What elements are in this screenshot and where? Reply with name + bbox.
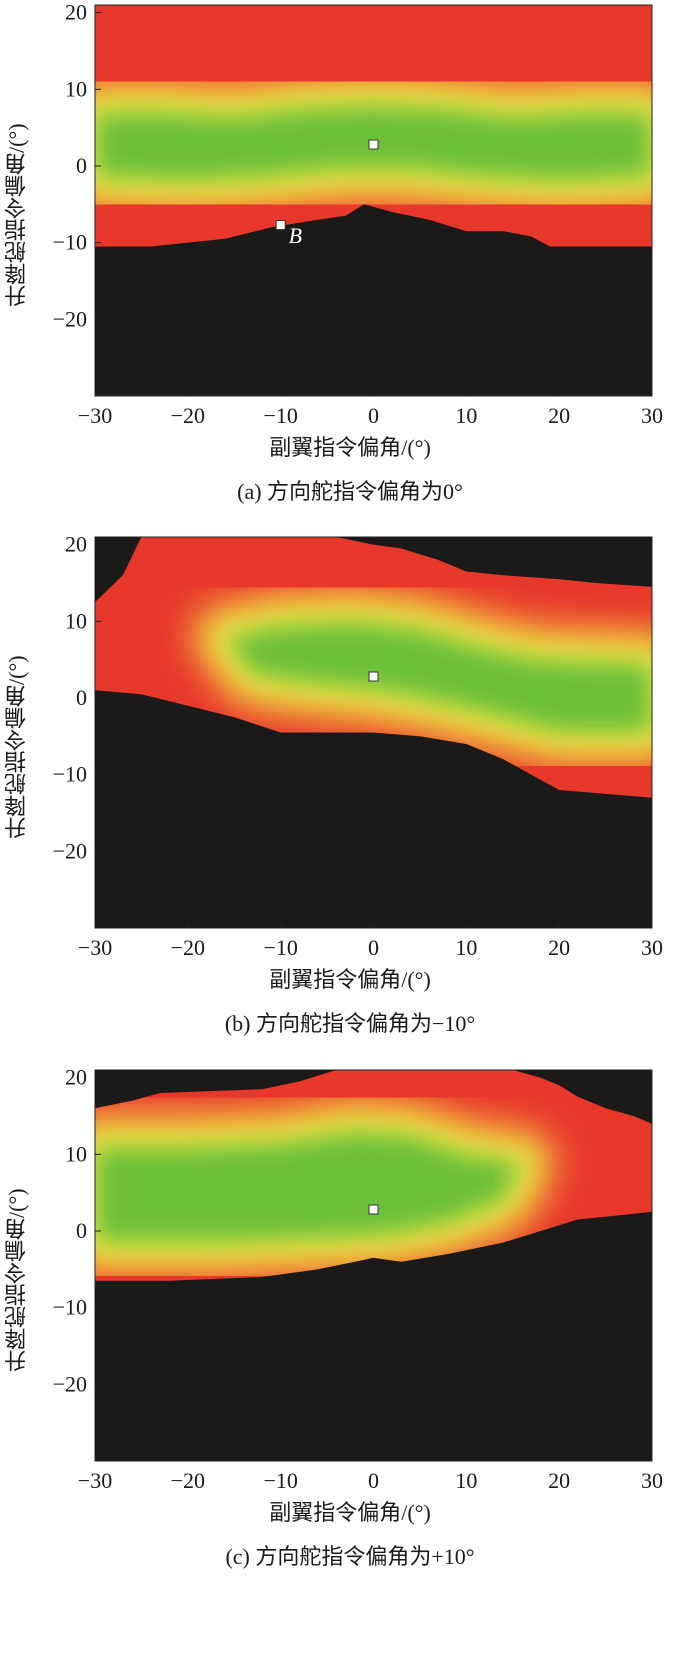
x-tick-label: 30: [641, 1468, 663, 1493]
y-tick-label: 0: [76, 1218, 87, 1243]
x-axis-label: 副翼指令偏角/(°): [269, 435, 431, 460]
y-tick-label: 10: [65, 1141, 87, 1166]
x-tick-label: 30: [641, 403, 663, 428]
x-tick-label: 0: [368, 1468, 379, 1493]
x-tick-label: −10: [263, 935, 297, 960]
x-tick-label: −20: [171, 935, 205, 960]
x-tick-label: 0: [368, 403, 379, 428]
x-tick-label: −10: [263, 403, 297, 428]
y-axis-label: 升降舵指令偏角/(°): [4, 123, 29, 307]
y-tick-label: 20: [65, 532, 87, 557]
marker-point: [368, 1204, 379, 1215]
caption-b: (b) 方向舵指令偏角为−10°: [224, 1011, 476, 1036]
y-tick-label: −10: [53, 230, 87, 255]
x-tick-label: −30: [78, 1468, 112, 1493]
marker-point: [275, 220, 286, 231]
x-axis-label: 副翼指令偏角/(°): [269, 967, 431, 992]
marker-point: [368, 139, 379, 150]
x-tick-label: −20: [171, 403, 205, 428]
y-tick-label: −20: [53, 838, 87, 863]
y-axis-label: 升降舵指令偏角/(°): [4, 655, 29, 839]
y-axis-label: 升降舵指令偏角/(°): [4, 1188, 29, 1372]
chart-panel-b: −30 −20 −10 0 10 20 30 −20 −10 0 10 20 升降舵指令偏角/(°) …: [0, 532, 700, 1083]
x-tick-label: 10: [455, 403, 477, 428]
y-tick-label: −20: [53, 1371, 87, 1396]
y-tick-label: −10: [53, 1295, 87, 1320]
core-region: [225, 621, 652, 733]
x-tick-label: −20: [171, 1468, 205, 1493]
y-tick-label: 10: [65, 76, 87, 101]
caption-c: (c) 方向舵指令偏角为+10°: [225, 1544, 475, 1569]
core-region: [95, 1131, 522, 1243]
x-tick-label: 20: [548, 1468, 570, 1493]
heatmap-b: −30 −20 −10 0 10 20 30 −20 −10 0 10 20: [53, 532, 663, 960]
y-tick-label: −10: [53, 762, 87, 787]
x-tick-label: −10: [263, 1468, 297, 1493]
x-tick-label: 20: [548, 935, 570, 960]
y-tick-label: 0: [76, 685, 87, 710]
x-tick-label: 10: [455, 1468, 477, 1493]
marker-point: [368, 671, 379, 682]
heatmap-c: −30 −20 −10 0 10 20 30 −20 −10 0 10 20: [53, 1065, 663, 1493]
x-tick-label: 30: [641, 935, 663, 960]
chart-panel-c: −30 −20 −10 0 10 20 30 −20 −10 0 10 20 升降舵指令偏角/(°) …: [0, 1065, 700, 1616]
y-tick-label: 20: [65, 1065, 87, 1090]
heatmap-a: B −30 −20 −10 0 10 20 30 −20 −10 0 10 20: [53, 0, 663, 428]
x-tick-label: 10: [455, 935, 477, 960]
x-tick-label: −30: [78, 935, 112, 960]
x-tick-label: −30: [78, 403, 112, 428]
y-tick-label: 20: [65, 0, 87, 25]
marker-label: B: [289, 223, 302, 248]
caption-a: (a) 方向舵指令偏角为0°: [237, 479, 463, 504]
x-tick-label: 0: [368, 935, 379, 960]
y-tick-label: 10: [65, 608, 87, 633]
x-axis-label: 副翼指令偏角/(°): [269, 1500, 431, 1525]
y-tick-label: 0: [76, 153, 87, 178]
y-tick-label: −20: [53, 306, 87, 331]
chart-panel-a: B −30 −20 −10 0 10 20 30 −20 −10 0 10 20 升降舵指令偏角/(°)…: [0, 0, 700, 551]
x-tick-label: 20: [548, 403, 570, 428]
